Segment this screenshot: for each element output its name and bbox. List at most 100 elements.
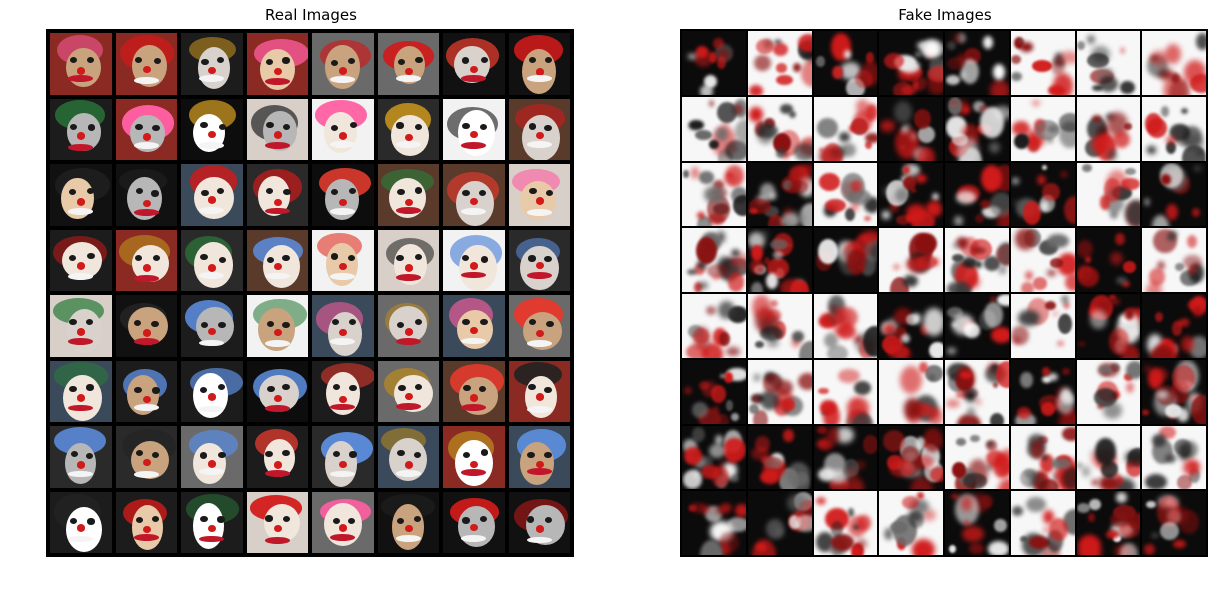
real-image-tile xyxy=(377,295,439,357)
fake-image-tile xyxy=(682,491,746,555)
fake-image-tile xyxy=(879,162,943,227)
fake-image-tile xyxy=(945,491,1009,555)
real-image-tile xyxy=(312,360,374,422)
real-image-tile xyxy=(246,295,308,357)
fake-image-tile xyxy=(813,162,878,227)
real-image-tile xyxy=(115,491,177,553)
real-image-tile xyxy=(181,229,243,291)
real-image-tile xyxy=(508,164,570,226)
fake-image-tile xyxy=(879,425,943,490)
fake-image-tile xyxy=(1142,491,1206,555)
real-images-grid xyxy=(46,29,574,557)
real-image-tile xyxy=(312,98,374,160)
fake-image-tile xyxy=(1142,96,1206,161)
fake-image-tile xyxy=(813,294,878,358)
real-image-tile xyxy=(181,426,243,488)
real-image-tile xyxy=(508,360,570,422)
real-image-tile xyxy=(246,33,308,95)
fake-image-tile xyxy=(945,31,1009,95)
real-image-tile xyxy=(312,426,374,488)
fake-image-tile xyxy=(1076,294,1141,358)
fake-image-tile xyxy=(945,425,1009,490)
real-image-tile xyxy=(508,491,570,553)
fake-image-tile xyxy=(1076,491,1141,555)
real-image-tile xyxy=(181,98,243,160)
real-image-tile xyxy=(443,98,505,160)
fake-image-tile xyxy=(945,162,1009,227)
real-image-tile xyxy=(443,295,505,357)
real-image-tile xyxy=(115,98,177,160)
fake-image-tile xyxy=(1142,294,1206,358)
fake-image-tile xyxy=(1142,162,1206,227)
fake-image-tile xyxy=(813,491,878,555)
real-image-tile xyxy=(377,229,439,291)
fake-image-tile xyxy=(1076,425,1141,490)
real-image-tile xyxy=(443,229,505,291)
real-image-tile xyxy=(115,229,177,291)
real-image-tile xyxy=(246,164,308,226)
real-image-tile xyxy=(181,491,243,553)
fake-image-tile xyxy=(1076,96,1141,161)
fake-image-tile xyxy=(813,96,878,161)
real-image-tile xyxy=(312,33,374,95)
fake-image-tile xyxy=(945,359,1009,424)
fake-image-tile xyxy=(1142,359,1206,424)
real-image-tile xyxy=(312,229,374,291)
fake-image-tile xyxy=(1010,359,1075,424)
real-image-tile xyxy=(443,33,505,95)
fake-image-tile xyxy=(879,228,943,292)
real-image-tile xyxy=(115,164,177,226)
fake-image-tile xyxy=(813,425,878,490)
real-image-tile xyxy=(508,33,570,95)
fake-image-tile xyxy=(682,294,746,358)
fake-image-tile xyxy=(747,425,812,490)
real-image-tile xyxy=(377,426,439,488)
real-image-tile xyxy=(508,98,570,160)
real-image-tile xyxy=(115,33,177,95)
fake-image-tile xyxy=(747,359,812,424)
real-image-tile xyxy=(443,360,505,422)
real-image-tile xyxy=(443,164,505,226)
fake-image-tile xyxy=(813,359,878,424)
real-image-tile xyxy=(246,98,308,160)
fake-image-tile xyxy=(879,31,943,95)
fake-image-tile xyxy=(879,294,943,358)
fake-image-tile xyxy=(747,228,812,292)
real-image-tile xyxy=(50,229,112,291)
real-image-tile xyxy=(377,491,439,553)
fake-image-tile xyxy=(1010,162,1075,227)
fake-images-grid xyxy=(680,29,1208,557)
fake-image-tile xyxy=(1010,96,1075,161)
real-image-tile xyxy=(50,426,112,488)
fake-image-tile xyxy=(1010,425,1075,490)
real-image-tile xyxy=(246,360,308,422)
real-image-tile xyxy=(246,426,308,488)
real-image-tile xyxy=(181,164,243,226)
fake-image-tile xyxy=(682,425,746,490)
fake-image-tile xyxy=(945,294,1009,358)
real-image-tile xyxy=(115,426,177,488)
real-images-title: Real Images xyxy=(265,6,357,24)
real-image-tile xyxy=(377,98,439,160)
fake-image-tile xyxy=(879,491,943,555)
fake-image-tile xyxy=(682,359,746,424)
real-image-tile xyxy=(50,164,112,226)
real-image-tile xyxy=(50,295,112,357)
fake-image-tile xyxy=(1010,31,1075,95)
fake-image-tile xyxy=(747,491,812,555)
fake-image-tile xyxy=(879,96,943,161)
real-image-tile xyxy=(246,491,308,553)
real-image-tile xyxy=(377,164,439,226)
real-image-tile xyxy=(312,295,374,357)
fake-image-tile xyxy=(747,162,812,227)
fake-image-tile xyxy=(945,228,1009,292)
fake-image-tile xyxy=(1076,228,1141,292)
real-image-tile xyxy=(377,33,439,95)
fake-images-title: Fake Images xyxy=(898,6,992,24)
real-image-tile xyxy=(508,426,570,488)
fake-image-tile xyxy=(879,359,943,424)
real-image-tile xyxy=(443,491,505,553)
real-image-tile xyxy=(50,98,112,160)
fake-image-tile xyxy=(1142,228,1206,292)
fake-image-tile xyxy=(1076,162,1141,227)
